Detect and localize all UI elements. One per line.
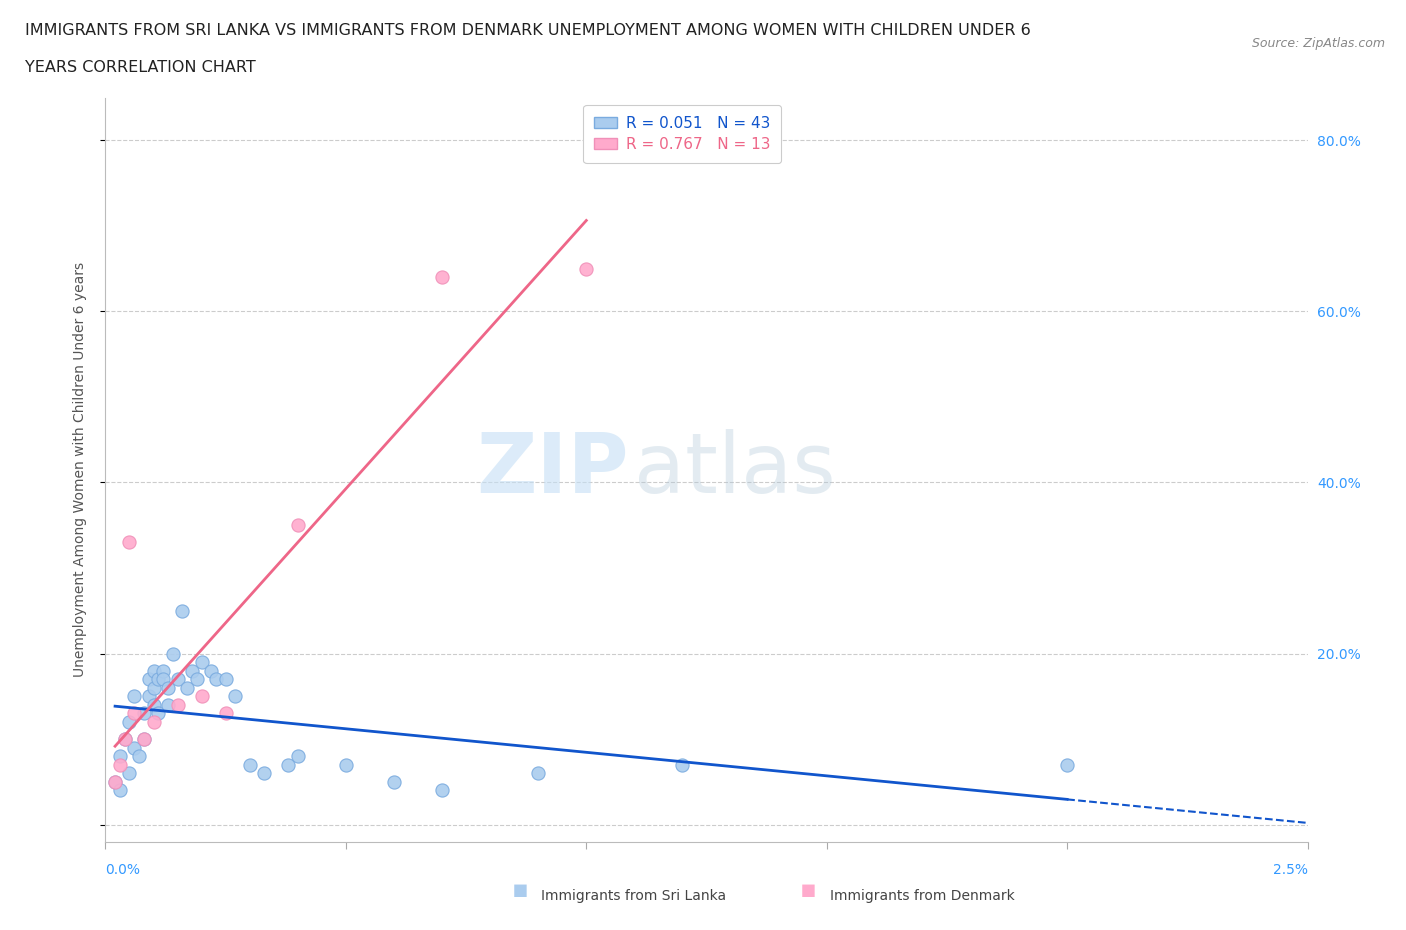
Text: YEARS CORRELATION CHART: YEARS CORRELATION CHART	[25, 60, 256, 75]
Point	[132, 732, 155, 747]
Point	[104, 775, 127, 790]
Point	[1056, 757, 1078, 772]
Point	[142, 714, 165, 729]
Point	[104, 775, 127, 790]
Point	[527, 765, 550, 780]
Point	[214, 671, 236, 686]
Point	[152, 663, 174, 678]
Point	[430, 270, 453, 285]
Point	[162, 646, 184, 661]
Point	[148, 706, 170, 721]
Point	[118, 714, 141, 729]
Point	[671, 757, 693, 772]
Point	[277, 757, 299, 772]
Point	[224, 689, 246, 704]
Point	[132, 732, 155, 747]
Point	[114, 732, 136, 747]
Point	[132, 706, 155, 721]
Point	[172, 604, 194, 618]
Text: ▪: ▪	[800, 879, 817, 902]
Text: ▪: ▪	[512, 879, 529, 902]
Point	[190, 655, 212, 670]
Point	[156, 680, 179, 695]
Point	[166, 698, 188, 712]
Point	[114, 732, 136, 747]
Point	[152, 671, 174, 686]
Point	[156, 698, 179, 712]
Point	[287, 518, 309, 533]
Point	[239, 757, 262, 772]
Point	[118, 765, 141, 780]
Point	[108, 749, 131, 764]
Point	[124, 740, 146, 755]
Point	[128, 749, 150, 764]
Point	[176, 680, 198, 695]
Point	[142, 663, 165, 678]
Point	[575, 261, 598, 276]
Point	[108, 757, 131, 772]
Point	[253, 765, 276, 780]
Point	[148, 671, 170, 686]
Y-axis label: Unemployment Among Women with Children Under 6 years: Unemployment Among Women with Children U…	[73, 262, 87, 677]
Text: Immigrants from Denmark: Immigrants from Denmark	[830, 889, 1014, 903]
Point	[166, 671, 188, 686]
Text: 0.0%: 0.0%	[105, 863, 141, 877]
Point	[200, 663, 222, 678]
Point	[142, 680, 165, 695]
Text: IMMIGRANTS FROM SRI LANKA VS IMMIGRANTS FROM DENMARK UNEMPLOYMENT AMONG WOMEN WI: IMMIGRANTS FROM SRI LANKA VS IMMIGRANTS …	[25, 23, 1031, 38]
Point	[335, 757, 357, 772]
Point	[430, 783, 453, 798]
Text: 2.5%: 2.5%	[1272, 863, 1308, 877]
Point	[138, 689, 160, 704]
Text: ZIP: ZIP	[475, 429, 628, 511]
Point	[124, 689, 146, 704]
Point	[138, 671, 160, 686]
Point	[181, 663, 204, 678]
Point	[205, 671, 228, 686]
Point	[382, 775, 405, 790]
Point	[124, 706, 146, 721]
Point	[214, 706, 236, 721]
Point	[142, 698, 165, 712]
Point	[287, 749, 309, 764]
Text: Source: ZipAtlas.com: Source: ZipAtlas.com	[1251, 37, 1385, 50]
Text: Immigrants from Sri Lanka: Immigrants from Sri Lanka	[541, 889, 727, 903]
Point	[186, 671, 208, 686]
Point	[108, 783, 131, 798]
Point	[118, 535, 141, 550]
Text: atlas: atlas	[634, 429, 837, 511]
Legend: R = 0.051   N = 43, R = 0.767   N = 13: R = 0.051 N = 43, R = 0.767 N = 13	[583, 105, 782, 163]
Point	[190, 689, 212, 704]
